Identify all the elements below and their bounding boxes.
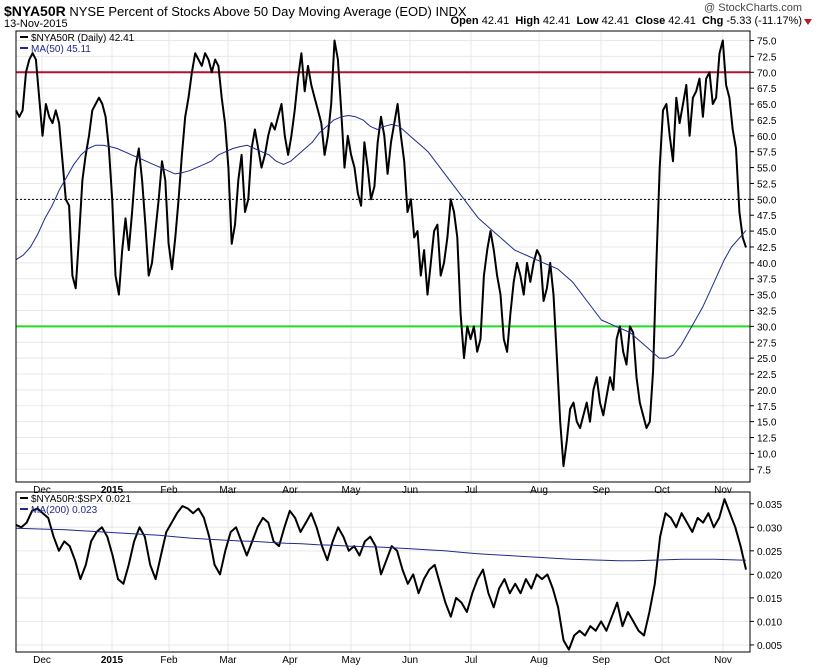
y-tick-label: 0.025 bbox=[757, 547, 782, 558]
y-tick-label: 10.0 bbox=[757, 449, 777, 460]
low-label: Low bbox=[576, 15, 599, 27]
high-value: 42.41 bbox=[542, 15, 571, 27]
x-tick-label: May bbox=[342, 655, 361, 666]
down-arrow-icon bbox=[804, 19, 812, 25]
y-tick-label: 32.5 bbox=[757, 306, 777, 317]
x-tick-label: Mar bbox=[219, 655, 237, 666]
y-tick-label: 30.0 bbox=[757, 322, 777, 333]
chart-title: $NYA50R NYSE Percent of Stocks Above 50 … bbox=[4, 3, 467, 19]
y-tick-label: 0.020 bbox=[757, 570, 782, 581]
x-tick-label: Apr bbox=[282, 485, 298, 496]
x-tick-label: 2015 bbox=[101, 485, 124, 496]
y-tick-label: 0.035 bbox=[757, 500, 782, 511]
x-tick-label: Dec bbox=[33, 485, 51, 496]
y-tick-label: 65.0 bbox=[757, 100, 777, 111]
chart-date: 13-Nov-2015 bbox=[4, 18, 68, 30]
y-tick-label: 42.5 bbox=[757, 243, 777, 254]
x-tick-label: Nov bbox=[714, 485, 732, 496]
panel-1: 7.5 10.0 12.5 15.0 17.5 20.0 22.5 25.0 27.5 30.0 3… bbox=[15, 30, 777, 496]
exchange-label: INDX bbox=[435, 4, 467, 19]
y-tick-label: 55.0 bbox=[757, 164, 777, 175]
x-tick-label: Dec bbox=[33, 655, 51, 666]
y-tick-label: 35.0 bbox=[757, 291, 777, 302]
y-tick-label: 47.5 bbox=[757, 211, 777, 222]
x-tick-label: Jun bbox=[402, 485, 418, 496]
y-tick-label: 25.0 bbox=[757, 354, 777, 365]
y-tick-label: 15.0 bbox=[757, 418, 777, 429]
legend-label: $NYA50R:$SPX 0.021 bbox=[31, 494, 131, 505]
y-tick-label: 0.015 bbox=[757, 594, 782, 605]
ticker-symbol: $NYA50R bbox=[4, 3, 66, 19]
legend-label: MA(50) 45.11 bbox=[31, 44, 91, 55]
high-label: High bbox=[515, 15, 540, 27]
y-tick-label: 7.5 bbox=[757, 465, 771, 476]
close-value: 42.41 bbox=[668, 15, 696, 27]
y-tick-label: 12.5 bbox=[757, 434, 777, 445]
open-label: Open bbox=[450, 15, 479, 27]
x-tick-label: Jun bbox=[402, 655, 418, 666]
y-tick-label: 67.5 bbox=[757, 84, 777, 95]
y-tick-label: 52.5 bbox=[757, 179, 777, 190]
x-tick-label: Feb bbox=[160, 485, 178, 496]
low-value: 42.41 bbox=[601, 15, 630, 27]
moving-average-line bbox=[15, 115, 747, 359]
chg-value: -5.33 (-11.17%) bbox=[726, 15, 802, 27]
y-tick-label: 22.5 bbox=[757, 370, 777, 381]
y-tick-label: 37.5 bbox=[757, 275, 777, 286]
legend-label: $NYA50R (Daily) 42.41 bbox=[31, 33, 135, 44]
legend-label: MA(200) 0.023 bbox=[31, 505, 98, 516]
panel-2: 0.005 0.010 0.015 0.020 0.025 0.030 0.035 $NYA5… bbox=[15, 491, 782, 666]
x-tick-label: Oct bbox=[654, 485, 670, 496]
x-tick-label: May bbox=[342, 485, 361, 496]
y-tick-label: 40.0 bbox=[757, 259, 777, 270]
y-tick-label: 72.5 bbox=[757, 52, 777, 63]
y-tick-label: 62.5 bbox=[757, 116, 777, 127]
x-tick-label: Nov bbox=[714, 655, 732, 666]
watermark: @ StockCharts.com bbox=[704, 2, 802, 14]
x-tick-label: Mar bbox=[219, 485, 237, 496]
moving-average-line bbox=[15, 527, 747, 562]
quote-bar: Open 42.41 High 42.41 Low 42.41 Close 42… bbox=[451, 15, 802, 27]
y-tick-label: 27.5 bbox=[757, 338, 777, 349]
y-tick-label: 20.0 bbox=[757, 386, 777, 397]
x-tick-label: Oct bbox=[654, 655, 670, 666]
x-tick-label: Apr bbox=[282, 655, 298, 666]
x-tick-label: Aug bbox=[530, 485, 548, 496]
plot-frame bbox=[15, 30, 751, 483]
x-tick-label: Jul bbox=[465, 655, 478, 666]
plot-frame bbox=[15, 491, 751, 653]
y-tick-label: 70.0 bbox=[757, 68, 777, 79]
y-tick-label: 57.5 bbox=[757, 148, 777, 159]
price-series-line bbox=[15, 498, 747, 651]
y-tick-label: 75.0 bbox=[757, 37, 777, 48]
close-label: Close bbox=[635, 15, 666, 27]
y-tick-label: 0.005 bbox=[757, 641, 782, 652]
y-tick-label: 60.0 bbox=[757, 132, 777, 143]
x-tick-label: Sep bbox=[592, 655, 610, 666]
open-value: 42.41 bbox=[481, 15, 510, 27]
x-tick-label: Jul bbox=[465, 485, 478, 496]
x-tick-label: Aug bbox=[530, 655, 548, 666]
y-tick-label: 45.0 bbox=[757, 227, 777, 238]
chart-description: NYSE Percent of Stocks Above 50 Day Movi… bbox=[69, 4, 432, 19]
x-tick-label: 2015 bbox=[101, 655, 124, 666]
chg-label: Chg bbox=[701, 15, 724, 27]
price-series-line bbox=[15, 39, 747, 468]
x-tick-label: Sep bbox=[592, 485, 610, 496]
y-tick-label: 0.030 bbox=[757, 523, 782, 534]
y-tick-label: 0.010 bbox=[757, 617, 782, 628]
x-tick-label: Feb bbox=[160, 655, 178, 666]
y-tick-label: 50.0 bbox=[757, 195, 777, 206]
y-tick-label: 17.5 bbox=[757, 402, 777, 413]
